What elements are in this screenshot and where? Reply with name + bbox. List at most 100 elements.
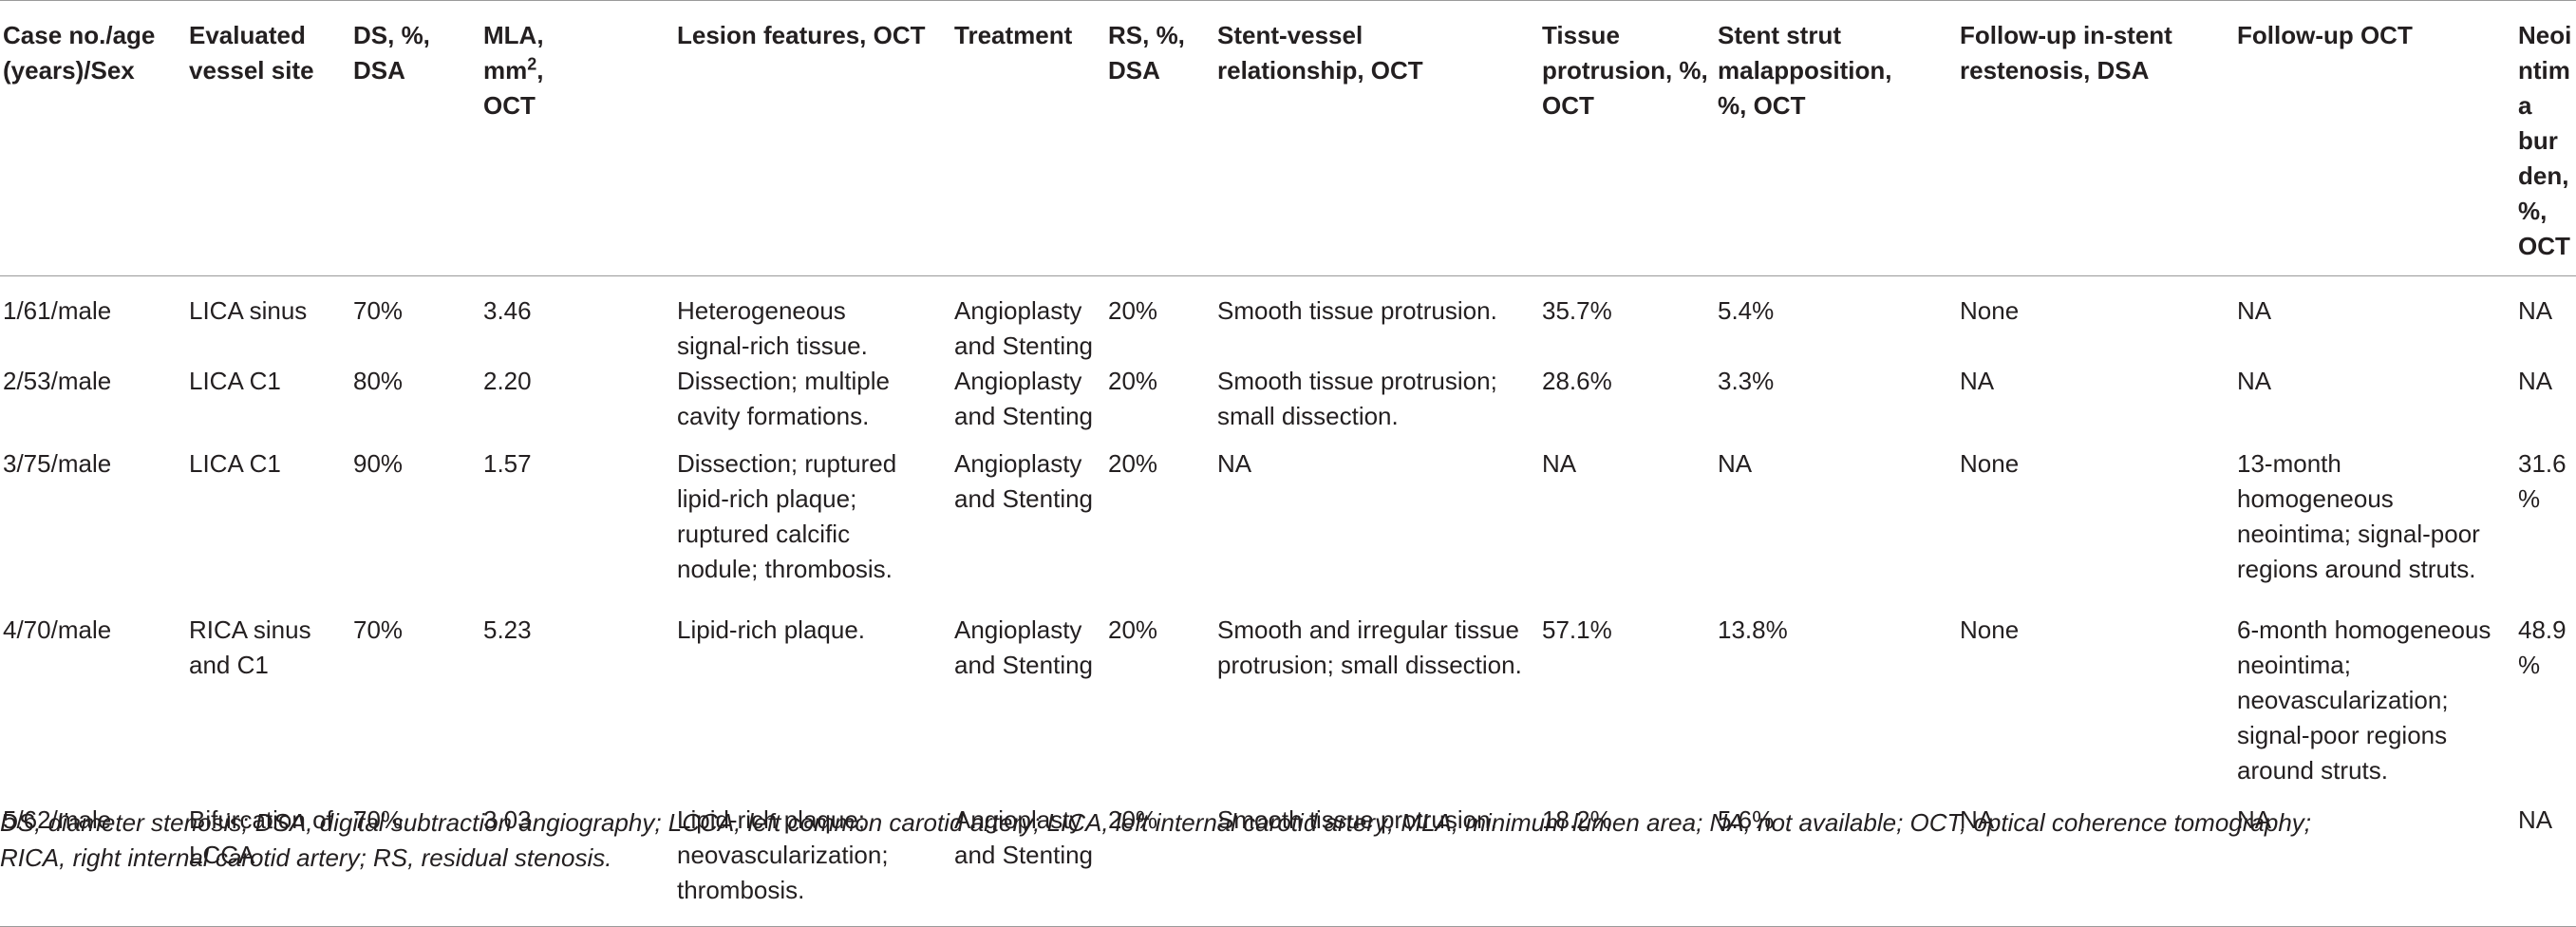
cell-line: neointima; (2237, 651, 2351, 679)
col-header-malapposition: Stent strut malapposition,%, OCT (1718, 21, 1892, 120)
col-header-neointima: Neointima burden, %, OCT (2518, 21, 2572, 260)
cell-vessel-site: RICA sinus and C1 (186, 613, 350, 803)
cell-case: 2/53/male (0, 364, 186, 446)
cell-line: LCCA (189, 841, 255, 869)
cell-malapposition: NA (1715, 446, 1957, 613)
cell-tissue-protrusion: 57.1% (1539, 613, 1715, 803)
col-header-treatment: Treatment (954, 21, 1073, 49)
col-header-tissue-protrusion: Tissue protrusion, %, OCT (1542, 21, 1708, 120)
cell-lesion-features: Lipid-rich plaque. (674, 613, 951, 803)
cell-line: Smooth tissue protrusion. (1217, 805, 1497, 834)
cell-line: Angioplasty (954, 805, 1082, 834)
table-row: 5/62/male Bifurcation of LCCA 70% 3.03 Lipid-… (0, 803, 2576, 927)
cell-treatment: Angioplasty and Stenting (951, 446, 1105, 613)
footnote-line: DS, diameter stenosis; DSA, digital subt… (0, 808, 2312, 837)
cell-line: lipid-rich plaque; (677, 484, 857, 513)
cell-line: NA (1217, 449, 1252, 478)
cell-ds: 70% (350, 276, 480, 365)
cell-line: 90% (353, 449, 404, 478)
cell-malapposition: 5.4% (1715, 276, 1957, 365)
cell-line: and C1 (189, 651, 269, 679)
cell-lesion-features: Dissection; multiple cavity formations. (674, 364, 951, 446)
cell-vessel-site: Bifurcation of LCCA (186, 803, 350, 927)
cell-line: 3.3% (1718, 367, 1775, 395)
cell-line: None (1960, 615, 2020, 644)
cell-rs: 20% (1105, 446, 1214, 613)
cell-line: 48.9% (2518, 615, 2567, 679)
cell-line: LICA C1 (189, 367, 281, 395)
cell-line: Heterogeneous (677, 296, 846, 325)
cell-ds: 90% (350, 446, 480, 613)
col-header-case: Case no./age (years)/Sex (3, 21, 156, 85)
cell-line: LICA C1 (189, 449, 281, 478)
cell-ds: 70% (350, 613, 480, 803)
cell-line: 20% (1108, 615, 1158, 644)
cell-ds: 80% (350, 364, 480, 446)
cell-stent-vessel: Smooth tissue protrusion. (1214, 803, 1539, 927)
col-header-vessel-site: Evaluated vessel site (189, 21, 314, 85)
col-header-stent-vessel: Stent-vessel relationship, OCT (1217, 21, 1423, 85)
cell-line: NA (2518, 367, 2553, 395)
footnote-line: RICA, right internal carotid artery; RS,… (0, 843, 612, 872)
cell-line: Angioplasty (954, 449, 1082, 478)
cell-line: NA (2237, 296, 2272, 325)
cell-line: small dissection. (1217, 402, 1399, 430)
cell-treatment: Angioplasty and Stenting (951, 276, 1105, 365)
cell-neointima: NA (2515, 276, 2576, 365)
cell-line: 4/70/male (3, 615, 112, 644)
cell-stent-vessel: Smooth tissue protrusion; small dissectio… (1214, 364, 1539, 446)
table-footnote: DS, diameter stenosis; DSA, digital subt… (0, 805, 2568, 876)
cell-line: NA (1718, 449, 1753, 478)
cell-line: Lipid-rich plaque. (677, 615, 866, 644)
cell-treatment: Angioplasty and Stenting (951, 364, 1105, 446)
cell-line: 5/62/male (3, 805, 112, 834)
cell-malapposition: 3.3% (1715, 364, 1957, 446)
cell-line: 70% (353, 296, 404, 325)
cell-line: 20% (1108, 367, 1158, 395)
cell-vessel-site: LICA C1 (186, 364, 350, 446)
cell-treatment: Angioplasty and Stenting (951, 613, 1105, 803)
cell-follow-up-oct: 13-month homogeneous neointima; signal-poo… (2234, 446, 2515, 613)
cell-line: 1.57 (483, 449, 532, 478)
cell-case: 4/70/male (0, 613, 186, 803)
cell-vessel-site: LICA sinus (186, 276, 350, 365)
cell-line: 70% (353, 615, 404, 644)
cell-rs: 20% (1105, 613, 1214, 803)
cell-line: 3.03 (483, 805, 532, 834)
cell-restenosis: None (1957, 446, 2234, 613)
col-header-ds: DS, %, DSA (353, 21, 430, 85)
cell-line: 2/53/male (3, 367, 112, 395)
cell-case: 1/61/male (0, 276, 186, 365)
col-header-mla: MLA, mm2, OCT (483, 21, 544, 120)
col-header-lesion-features: Lesion features, OCT (677, 21, 926, 49)
cell-line: 31.6% (2518, 449, 2567, 513)
cell-mla: 5.23 (480, 613, 674, 803)
cell-line: Bifurcation of (189, 805, 333, 834)
cell-neointima: NA (2515, 803, 2576, 927)
cell-line: 20% (1108, 296, 1158, 325)
cell-line: 3.46 (483, 296, 532, 325)
cell-line: thrombosis. (677, 876, 805, 904)
cell-line: around struts. (2237, 756, 2388, 785)
cell-neointima: 31.6% (2515, 446, 2576, 613)
cell-rs: 20% (1105, 276, 1214, 365)
cell-line: Dissection; multiple (677, 367, 890, 395)
cell-treatment: Angioplasty and Stenting (951, 803, 1105, 927)
cell-line: regions around struts. (2237, 555, 2476, 583)
cell-malapposition: 5.6% (1715, 803, 1957, 927)
table-body: 1/61/male LICA sinus 70% 3.46 Heterogeneous s… (0, 276, 2576, 927)
cell-line: NA (2518, 805, 2553, 834)
cell-line: None (1960, 296, 2020, 325)
cell-tissue-protrusion: 18.2% (1539, 803, 1715, 927)
cell-line: NA (2237, 367, 2272, 395)
table-row: 2/53/male LICA C1 80% 2.20 Dissection; multi… (0, 364, 2576, 446)
cell-line: 20% (1108, 805, 1158, 834)
cell-line: and Stenting (954, 402, 1094, 430)
cell-line: 5.6% (1718, 805, 1775, 834)
cell-restenosis: NA (1957, 364, 2234, 446)
cell-rs: 20% (1105, 364, 1214, 446)
table-row: 3/75/male LICA C1 90% 1.57 Dissection; ruptu… (0, 446, 2576, 613)
cell-ds: 70% (350, 803, 480, 927)
cell-line: Angioplasty (954, 296, 1082, 325)
